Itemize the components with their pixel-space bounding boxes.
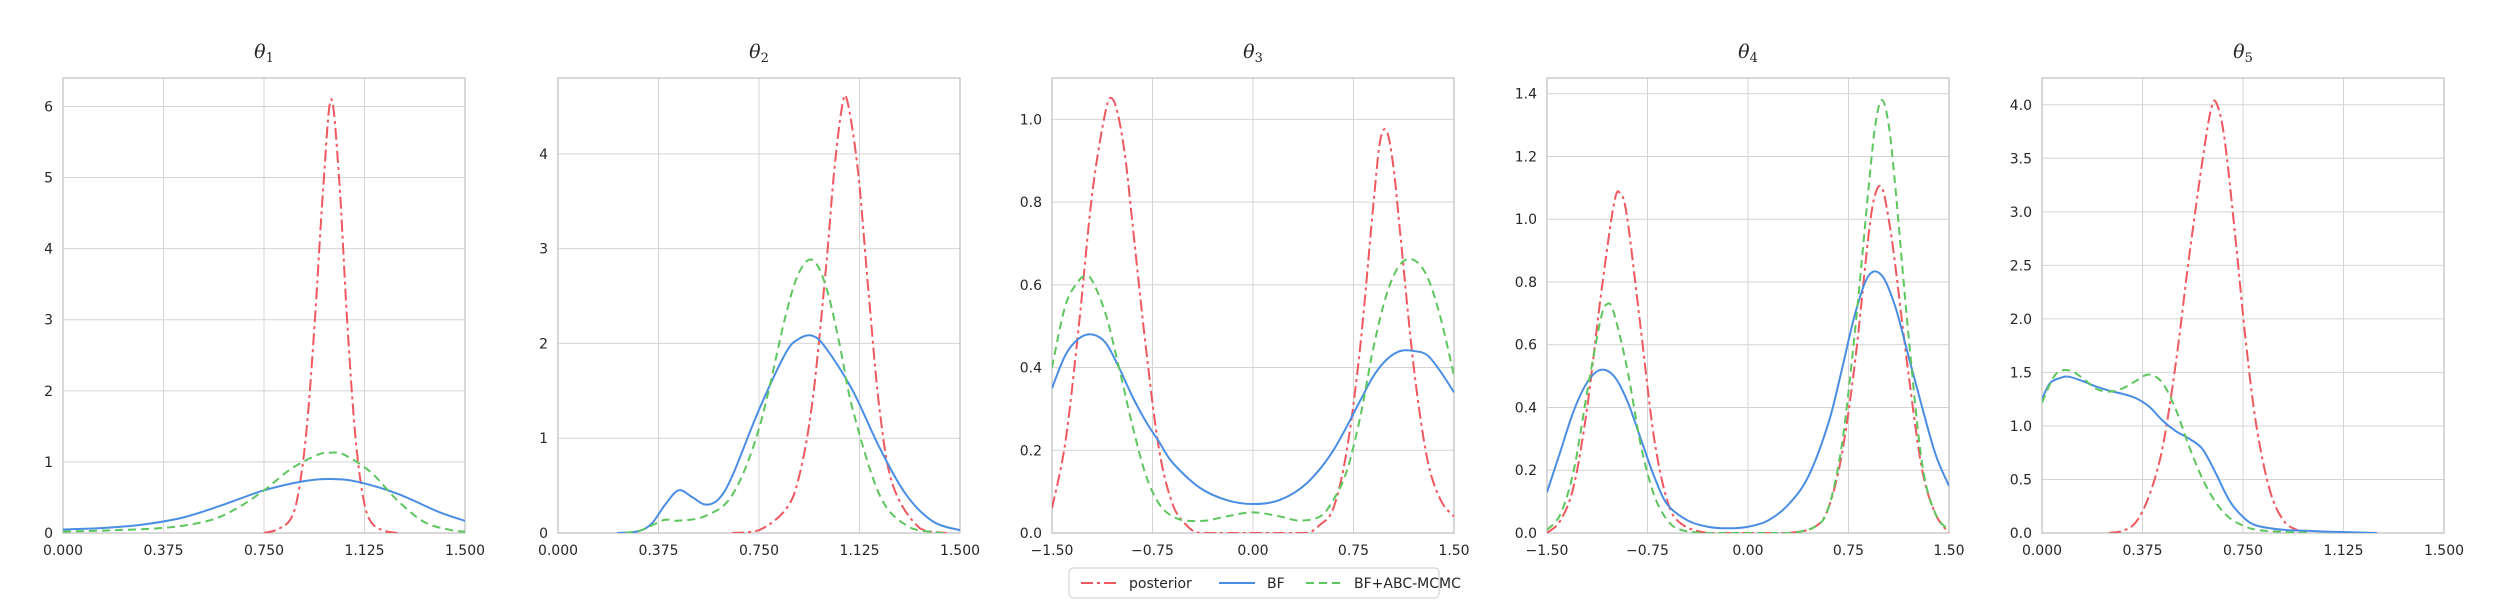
y-tick-label: 3 (44, 313, 53, 329)
legend-label-posterior: posterior (1129, 576, 1192, 592)
x-tick-label: 1.50 (1933, 543, 1964, 559)
series-line-BF (1052, 333, 1454, 506)
x-tick-label: 0.000 (2022, 543, 2062, 559)
x-tick-label: 0.00 (1237, 543, 1268, 559)
panel-theta-5: 0.000 0.375 0.750 1.125 1.500 0.0 0.5 1.0 1.5 2.0… (2010, 41, 2464, 559)
series-line-BF_ABC_MCMC (1052, 257, 1454, 523)
panel-title: θ2 (749, 41, 769, 66)
y-tick-label: 0.6 (1020, 278, 1042, 294)
series-line-posterior (1052, 96, 1454, 533)
x-tick-label: −1.50 (1031, 543, 1074, 559)
x-tick-label: 0.750 (244, 543, 284, 559)
x-tick-label: 0.75 (1833, 543, 1864, 559)
y-tick-label: 0.8 (1515, 275, 1537, 291)
series-line-BF (63, 477, 465, 531)
x-tick-label: 0.375 (2122, 543, 2162, 559)
y-tick-label: 2 (44, 384, 53, 400)
series-line-BF (616, 334, 960, 533)
y-tick-label: 0.0 (1020, 526, 1042, 542)
y-tick-label: 1.0 (1020, 112, 1042, 128)
legend: posterior BF BF+ABC-MCMC (1068, 567, 1461, 599)
x-tick-label: 0.375 (638, 543, 678, 559)
panel-title: θ3 (1243, 41, 1263, 66)
panel-theta-4: −1.50 −0.75 0.00 0.75 1.50 0.0 0.2 0.4 0.6 0.8 1.0… (1515, 41, 1965, 559)
y-tick-label: 3.0 (2010, 205, 2032, 221)
legend-label-BF: BF (1267, 576, 1285, 592)
series-line-BF (1547, 270, 1949, 530)
axes-frame (2041, 77, 2445, 534)
y-tick-label: 0.5 (2010, 472, 2032, 488)
x-tick-label: −0.75 (1131, 543, 1174, 559)
x-tick-label: 1.125 (2323, 543, 2363, 559)
x-tick-label: 1.125 (839, 543, 879, 559)
series-line-posterior (732, 94, 947, 533)
x-tick-label: 1.125 (344, 543, 384, 559)
y-tick-label: 1.0 (2010, 419, 2032, 435)
x-tick-label: 1.50 (1438, 543, 1469, 559)
x-tick-label: 0.00 (1732, 543, 1763, 559)
x-tick-label: 0.75 (1338, 543, 1369, 559)
series-line-BF (2042, 375, 2378, 533)
y-tick-label: 1.4 (1515, 87, 1537, 103)
panel-theta-3: −1.50 −0.75 0.00 0.75 1.50 0.0 0.2 0.4 0.6 0.8 1.0… (1020, 41, 1470, 559)
x-tick-label: 0.000 (538, 543, 578, 559)
y-tick-label: 1.0 (1515, 212, 1537, 228)
x-tick-label: −1.50 (1526, 543, 1569, 559)
y-tick-label: 0.8 (1020, 195, 1042, 211)
series-line-posterior (2108, 99, 2311, 533)
y-tick-label: 1 (539, 431, 548, 447)
series-line-posterior (263, 98, 399, 533)
panel-title: θ4 (1738, 41, 1758, 66)
x-tick-label: 1.500 (940, 543, 980, 559)
y-tick-label: 1.2 (1515, 149, 1537, 165)
y-tick-label: 0.2 (1020, 443, 1042, 459)
series-line-BF_ABC_MCMC (63, 451, 465, 533)
panel-theta-1: 0.000 0.375 0.750 1.125 1.500 0 1 2 3 4 5 6 θ1 (43, 41, 485, 559)
y-tick-label: 2 (539, 336, 548, 352)
series-line-BF_ABC_MCMC (1547, 98, 1949, 533)
y-tick-label: 0.0 (1515, 526, 1537, 542)
y-tick-label: 6 (44, 99, 53, 115)
y-tick-label: 4 (539, 147, 548, 163)
x-tick-label: 1.500 (445, 543, 485, 559)
series-line-posterior (1547, 184, 1949, 533)
panel-title: θ5 (2233, 41, 2253, 66)
panel-theta-2: 0.000 0.375 0.750 1.125 1.500 0 1 2 3 4 θ2 (538, 41, 980, 559)
y-tick-label: 1 (44, 455, 53, 471)
x-tick-label: 0.000 (43, 543, 83, 559)
series-line-BF_ABC_MCMC (2042, 368, 2311, 533)
y-tick-label: 2.0 (2010, 312, 2032, 328)
legend-label-BF_ABC_MCMC: BF+ABC-MCMC (1354, 576, 1461, 592)
x-tick-label: 0.750 (739, 543, 779, 559)
y-tick-label: 2.5 (2010, 258, 2032, 274)
x-tick-label: 0.750 (2223, 543, 2263, 559)
y-tick-label: 5 (44, 171, 53, 187)
y-tick-label: 0.2 (1515, 463, 1537, 479)
x-tick-label: −0.75 (1626, 543, 1669, 559)
y-tick-label: 0.0 (2010, 526, 2032, 542)
y-tick-label: 0.4 (1020, 361, 1042, 377)
y-tick-label: 0 (44, 526, 53, 542)
y-tick-label: 3 (539, 242, 548, 258)
x-tick-label: 1.500 (2424, 543, 2464, 559)
y-tick-label: 4.0 (2010, 98, 2032, 114)
y-tick-label: 0.6 (1515, 338, 1537, 354)
axes-frame (557, 77, 961, 534)
x-tick-label: 0.375 (143, 543, 183, 559)
y-tick-label: 3.5 (2010, 151, 2032, 167)
panel-title: θ1 (254, 41, 274, 66)
y-tick-label: 4 (44, 242, 53, 258)
y-tick-label: 1.5 (2010, 365, 2032, 381)
y-tick-label: 0.4 (1515, 400, 1537, 416)
series-line-BF_ABC_MCMC (624, 258, 947, 533)
y-tick-label: 0 (539, 526, 548, 542)
